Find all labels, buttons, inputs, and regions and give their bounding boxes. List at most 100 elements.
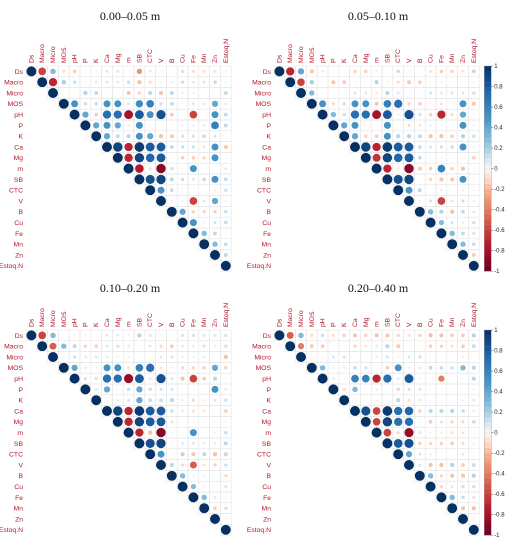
colorbar-segment [484,183,492,190]
colorbar-segment [484,240,492,246]
correlation-circle [353,69,357,74]
correlation-circle [212,452,218,457]
correlation-circle [124,417,133,426]
correlation-circle [181,333,185,337]
correlation-circle [461,441,465,445]
row-label: Micro [6,354,23,361]
correlation-circle [461,495,465,500]
column-label: Mn [201,317,208,327]
correlation-circle [428,462,433,468]
correlation-circle [342,112,346,117]
correlation-circle [62,356,65,358]
correlation-circle [156,460,166,470]
correlation-circle [223,91,228,95]
correlation-circle [309,79,315,85]
correlation-circle [50,332,56,339]
correlation-circle [117,92,119,94]
correlation-circle [353,91,357,95]
correlation-circle [460,241,466,247]
row-label: V [266,462,271,469]
correlation-circle [189,374,198,383]
correlation-circle [223,452,228,457]
correlation-circle [166,206,177,217]
correlation-circle [393,185,404,196]
colorbar-tick-label: 0.8 [494,349,503,355]
correlation-circle [450,69,454,74]
correlation-circle [439,102,443,106]
correlation-circle [372,110,382,120]
correlation-circle [428,333,433,338]
correlation-circle [113,142,123,152]
correlation-circle [202,80,206,84]
correlation-circle [472,242,476,246]
row-label: Ca [262,144,271,151]
column-label: V [158,58,165,63]
colorbar-segment [484,447,492,454]
correlation-circle [396,377,400,380]
correlation-circle [342,355,346,359]
correlation-circle [48,78,58,87]
correlation-circle [459,143,467,151]
correlation-circle [418,102,422,106]
row-label: B [266,209,271,216]
correlation-circle [61,343,67,349]
row-label: m [265,430,271,437]
correlation-circle [114,100,122,108]
correlation-circle [116,344,120,348]
correlation-circle [450,344,454,348]
row-label: Ca [262,408,271,415]
correlation-circle [451,356,453,358]
correlation-circle [159,366,163,370]
correlation-circle [169,188,174,193]
correlation-circle [461,420,465,424]
row-label: Mn [14,242,24,249]
correlation-circle [439,420,443,424]
correlation-circle [180,366,185,370]
row-label: P [266,387,271,394]
correlation-circle [192,124,195,127]
correlation-circle [114,364,122,372]
correlation-circle [181,167,184,170]
correlation-circle [94,112,99,117]
correlation-circle [472,388,475,391]
correlation-circle [472,495,476,499]
row-label: CTC [9,188,23,195]
colorbar-tick-label: -0.2 [494,187,505,193]
correlation-circle [134,438,145,449]
column-label: CTC [147,49,154,63]
correlation-circle [365,399,367,401]
column-label: P [82,322,89,327]
colorbar-segment [484,437,492,444]
column-label: Macro [39,308,46,327]
correlation-circle [285,341,296,352]
correlation-circle [297,78,305,87]
correlation-circle [429,356,432,358]
correlation-circle [332,377,335,380]
colorbar-segment [484,260,492,267]
correlation-circle [223,177,228,182]
correlation-circle [181,102,184,105]
column-label: MOS [61,47,68,63]
correlation-circle [417,155,422,160]
correlation-circle [177,217,188,228]
correlation-circle [189,461,197,469]
correlation-circle [145,449,156,460]
correlation-circle [343,377,346,380]
column-label: Mn [449,317,456,327]
row-label: pH [262,376,271,383]
correlation-circle [429,388,432,391]
correlation-circle [203,355,206,359]
correlation-circle [460,134,466,139]
column-label: pH [72,54,79,63]
correlation-circle [365,81,367,83]
correlation-circle [382,153,393,163]
correlation-circle [461,209,465,214]
correlation-circle [213,134,217,138]
correlation-circle [91,131,102,142]
correlation-circle [169,112,174,117]
correlation-circle [201,494,207,501]
correlation-circle [123,427,134,438]
correlation-circle [213,345,217,348]
correlation-circle [134,417,145,427]
correlation-circle [159,355,163,359]
